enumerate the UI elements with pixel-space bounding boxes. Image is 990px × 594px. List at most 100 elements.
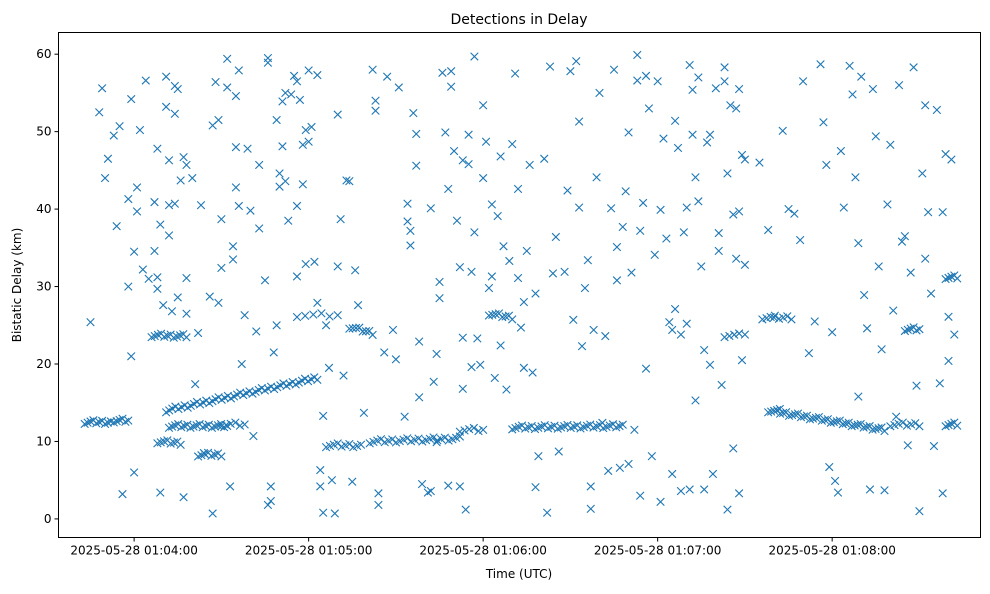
data-point: [854, 392, 863, 401]
data-point: [460, 426, 469, 435]
data-point: [464, 130, 473, 139]
data-point: [729, 210, 738, 219]
data-point: [417, 479, 427, 489]
data-point: [464, 159, 473, 169]
data-point: [636, 226, 645, 235]
data-point: [679, 228, 689, 237]
data-point: [531, 482, 540, 492]
data-point: [595, 88, 604, 98]
data-point: [458, 156, 467, 165]
data-point: [179, 493, 188, 502]
data-point: [80, 419, 89, 429]
data-point: [309, 310, 318, 319]
data-point: [476, 360, 485, 369]
data-point: [272, 115, 281, 125]
data-point: [179, 153, 188, 162]
data-point: [313, 375, 322, 384]
data-point: [519, 297, 529, 307]
data-point: [633, 76, 642, 85]
data-point: [182, 160, 191, 170]
data-point: [458, 384, 467, 393]
data-point: [217, 452, 226, 461]
data-point: [103, 154, 113, 163]
data-point: [854, 238, 863, 248]
data-point: [243, 144, 252, 153]
data-point: [487, 272, 497, 281]
data-point: [630, 425, 639, 435]
data-point: [150, 246, 159, 256]
data-point: [327, 475, 337, 485]
data-point: [490, 373, 499, 383]
data-point: [191, 379, 200, 389]
data-point: [841, 419, 850, 428]
data-point: [115, 415, 124, 425]
data-point: [208, 509, 217, 518]
data-point: [790, 410, 800, 419]
data-point: [333, 110, 342, 119]
data-point: [170, 199, 180, 208]
data-point: [953, 274, 962, 283]
data-point: [164, 231, 174, 240]
data-point: [455, 482, 465, 491]
data-point: [301, 125, 310, 135]
data-point: [604, 466, 613, 476]
y-axis: 0 10 20 30 40 50 60: [36, 47, 59, 526]
data-point: [192, 421, 201, 430]
data-point: [932, 105, 942, 115]
data-point: [345, 324, 354, 333]
data-point: [414, 337, 424, 346]
data-point: [412, 161, 421, 170]
data-point: [336, 214, 345, 224]
data-point: [298, 140, 308, 149]
data-point: [234, 66, 244, 75]
data-point: [653, 77, 662, 86]
data-point: [164, 156, 174, 165]
data-point: [935, 379, 944, 388]
data-point: [700, 485, 709, 494]
data-point: [540, 154, 549, 163]
data-point: [304, 137, 313, 146]
data-point: [569, 315, 578, 325]
data-point: [726, 101, 735, 110]
data-point: [292, 201, 302, 211]
data-point: [207, 423, 217, 433]
data-point: [313, 298, 322, 308]
data-point: [481, 137, 491, 146]
data-point: [627, 268, 636, 277]
data-point: [723, 505, 732, 514]
data-point: [240, 420, 249, 429]
data-point: [318, 508, 328, 517]
data-point: [435, 293, 444, 303]
data-point: [688, 130, 697, 139]
data-point: [237, 359, 246, 369]
data-point: [211, 77, 220, 87]
data-point: [153, 273, 162, 282]
data-point: [444, 184, 453, 194]
data-point: [382, 72, 392, 81]
data-point: [272, 321, 281, 330]
data-point: [325, 312, 334, 321]
data-point: [790, 209, 799, 218]
data-point: [554, 447, 563, 456]
data-point: [333, 262, 342, 271]
data-point: [950, 330, 959, 339]
data-point: [281, 88, 290, 98]
data-point: [455, 262, 465, 272]
data-point: [618, 420, 627, 429]
data-point: [300, 311, 310, 321]
data-point: [173, 293, 182, 302]
data-point: [740, 260, 750, 270]
data-point: [388, 325, 398, 335]
data-point: [246, 206, 255, 215]
data-point: [880, 426, 889, 436]
data-point: [624, 459, 633, 469]
y-tick-label: 50: [36, 125, 51, 139]
data-point: [225, 482, 235, 491]
data-point: [374, 500, 383, 510]
data-point: [551, 232, 561, 242]
data-point: [944, 273, 953, 283]
data-point: [941, 422, 950, 431]
data-point: [865, 485, 875, 494]
data-point: [432, 438, 441, 447]
data-point: [177, 423, 186, 432]
